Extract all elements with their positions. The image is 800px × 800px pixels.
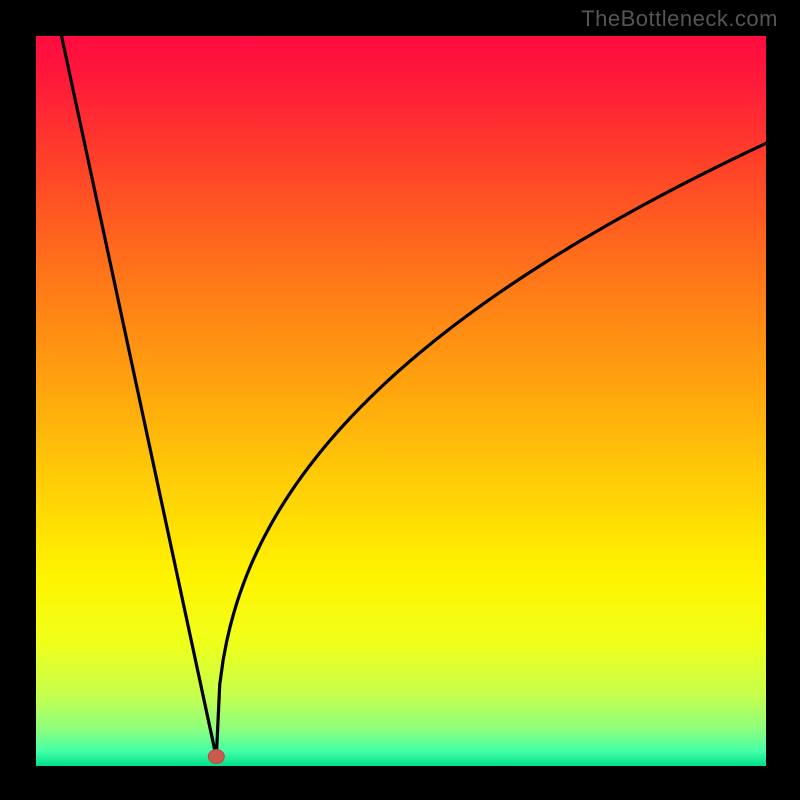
gradient-background xyxy=(36,36,766,766)
min-point-marker xyxy=(208,750,224,764)
chart-svg xyxy=(36,36,766,766)
chart-container: { "watermark": { "text": "TheBottleneck.… xyxy=(0,0,800,800)
plot-area xyxy=(36,36,766,766)
watermark-text: TheBottleneck.com xyxy=(581,6,778,32)
